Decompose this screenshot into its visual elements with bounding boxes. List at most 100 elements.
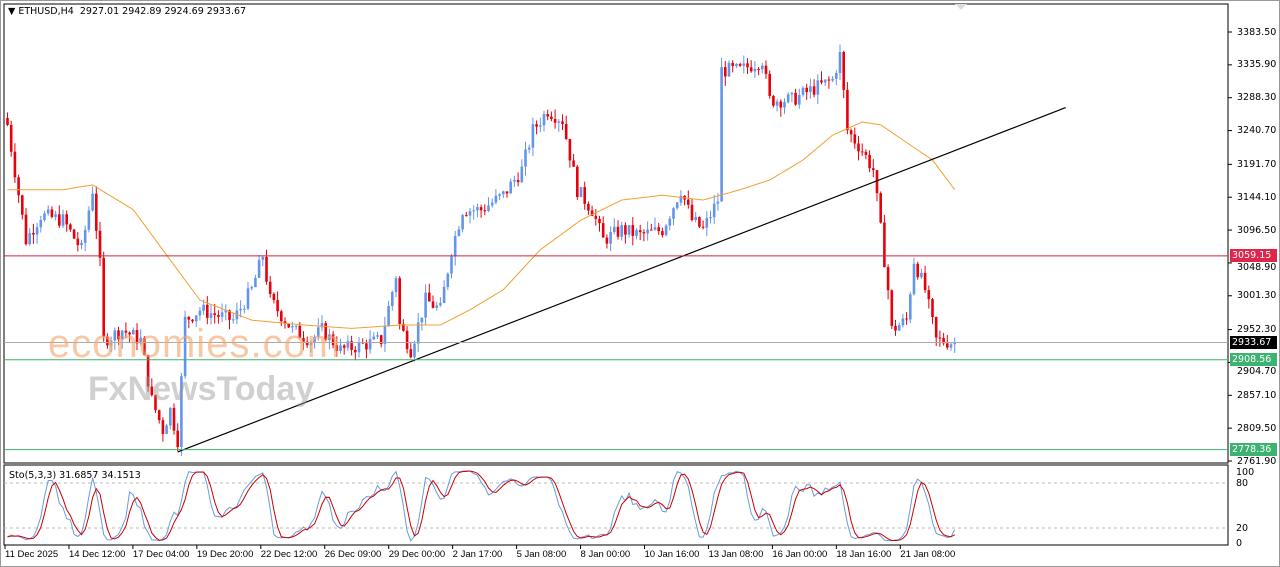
candle-body: [431, 301, 435, 308]
candle-body: [313, 336, 316, 343]
price-tick-label: 3240.70: [1237, 125, 1277, 137]
collapse-triangle-icon[interactable]: ▼: [8, 6, 16, 17]
candle-body: [291, 326, 294, 328]
candle-body: [627, 225, 631, 235]
candle-body: [949, 344, 953, 348]
stochastic-main-line: [7, 470, 956, 542]
candle-body: [590, 210, 594, 216]
candle-body: [716, 201, 720, 204]
candle-body: [246, 288, 250, 309]
candle-body: [516, 179, 520, 183]
candle-body: [668, 218, 672, 226]
candle-body: [561, 121, 564, 124]
time-tick-label: 16 Jan 00:00: [772, 549, 828, 560]
candle-body: [775, 101, 779, 106]
candle-body: [513, 179, 516, 182]
candle-body: [65, 214, 68, 225]
candle-body: [872, 168, 875, 171]
candle-body: [572, 160, 575, 167]
candle-body: [601, 223, 605, 238]
candle-body: [801, 87, 805, 95]
candle-body: [479, 207, 483, 211]
candle-body: [117, 330, 120, 340]
candle-body: [568, 138, 572, 161]
candle-body: [727, 62, 731, 77]
candle-body: [720, 67, 723, 202]
candle-body: [909, 294, 912, 320]
candle-body: [191, 319, 194, 322]
candle-body: [446, 273, 450, 288]
candle-body: [901, 318, 905, 326]
candle-body: [365, 343, 368, 350]
candle-body: [283, 321, 287, 324]
candle-body: [772, 95, 775, 106]
candle-body: [613, 226, 616, 233]
candle-body: [812, 86, 816, 95]
candle-body: [657, 227, 660, 232]
candle-body: [453, 235, 457, 257]
candle-body: [413, 343, 416, 358]
candle-body: [405, 330, 409, 350]
candle-body: [476, 207, 479, 211]
price-tag-current: 2933.67: [1230, 335, 1277, 349]
candle-body: [953, 342, 956, 345]
candle-body: [738, 63, 742, 66]
time-tick-label: 13 Jan 08:00: [708, 549, 764, 560]
candle-body: [298, 325, 302, 339]
candle-body: [938, 337, 942, 339]
candle-body: [28, 232, 31, 245]
moving-average-line: [7, 121, 956, 329]
candle-body: [335, 345, 339, 351]
candle-body: [794, 92, 797, 105]
candle-body: [779, 101, 783, 108]
candle-body: [638, 230, 642, 233]
candle-body: [213, 313, 216, 316]
candle-body: [790, 92, 794, 95]
price-tick-label: 3096.50: [1237, 224, 1277, 236]
candle-body: [764, 65, 768, 74]
candle-body: [202, 304, 205, 311]
candle-body: [102, 257, 105, 337]
candle-body: [798, 94, 801, 105]
candle-body: [324, 323, 327, 341]
candle-body: [328, 334, 331, 341]
candle-body: [905, 318, 908, 320]
candle-body: [161, 420, 165, 434]
watermark-fxnewstoday-logo: FxNewsToday: [88, 370, 315, 408]
candle-body: [650, 229, 653, 231]
time-tick-label: 17 Dec 04:00: [132, 549, 190, 560]
candle-body: [735, 63, 738, 66]
candle-body: [849, 130, 853, 135]
candle-body: [58, 214, 61, 226]
candle-body: [505, 191, 509, 194]
candle-body: [317, 327, 320, 337]
candle-body: [550, 116, 553, 119]
time-tick-label: 22 Dec 12:00: [260, 549, 318, 560]
main-plot-frame: [3, 3, 1229, 464]
candle-body: [17, 177, 20, 196]
candle-body: [605, 237, 609, 244]
candle-body: [172, 407, 176, 431]
candle-body: [228, 310, 231, 320]
candle-body: [502, 191, 505, 195]
candle-body: [620, 225, 623, 237]
candle-body: [457, 229, 461, 236]
candle-body: [835, 73, 838, 79]
candle-body: [98, 230, 102, 258]
candle-body: [350, 341, 353, 350]
candle-body: [520, 166, 524, 183]
candle-body: [472, 210, 475, 212]
candle-body: [531, 124, 535, 148]
candle-body: [579, 187, 583, 198]
candle-body: [816, 80, 820, 95]
price-tag-support: 2778.36: [1230, 443, 1277, 457]
candle-body: [150, 386, 154, 396]
candle-body: [435, 305, 438, 308]
candle-body: [357, 342, 361, 353]
time-tick-label: 18 Jan 16:00: [836, 549, 892, 560]
stochastic-level-label: 100: [1236, 467, 1255, 479]
candle-body: [672, 208, 675, 219]
candle-body: [931, 299, 934, 318]
candle-body: [923, 272, 927, 291]
